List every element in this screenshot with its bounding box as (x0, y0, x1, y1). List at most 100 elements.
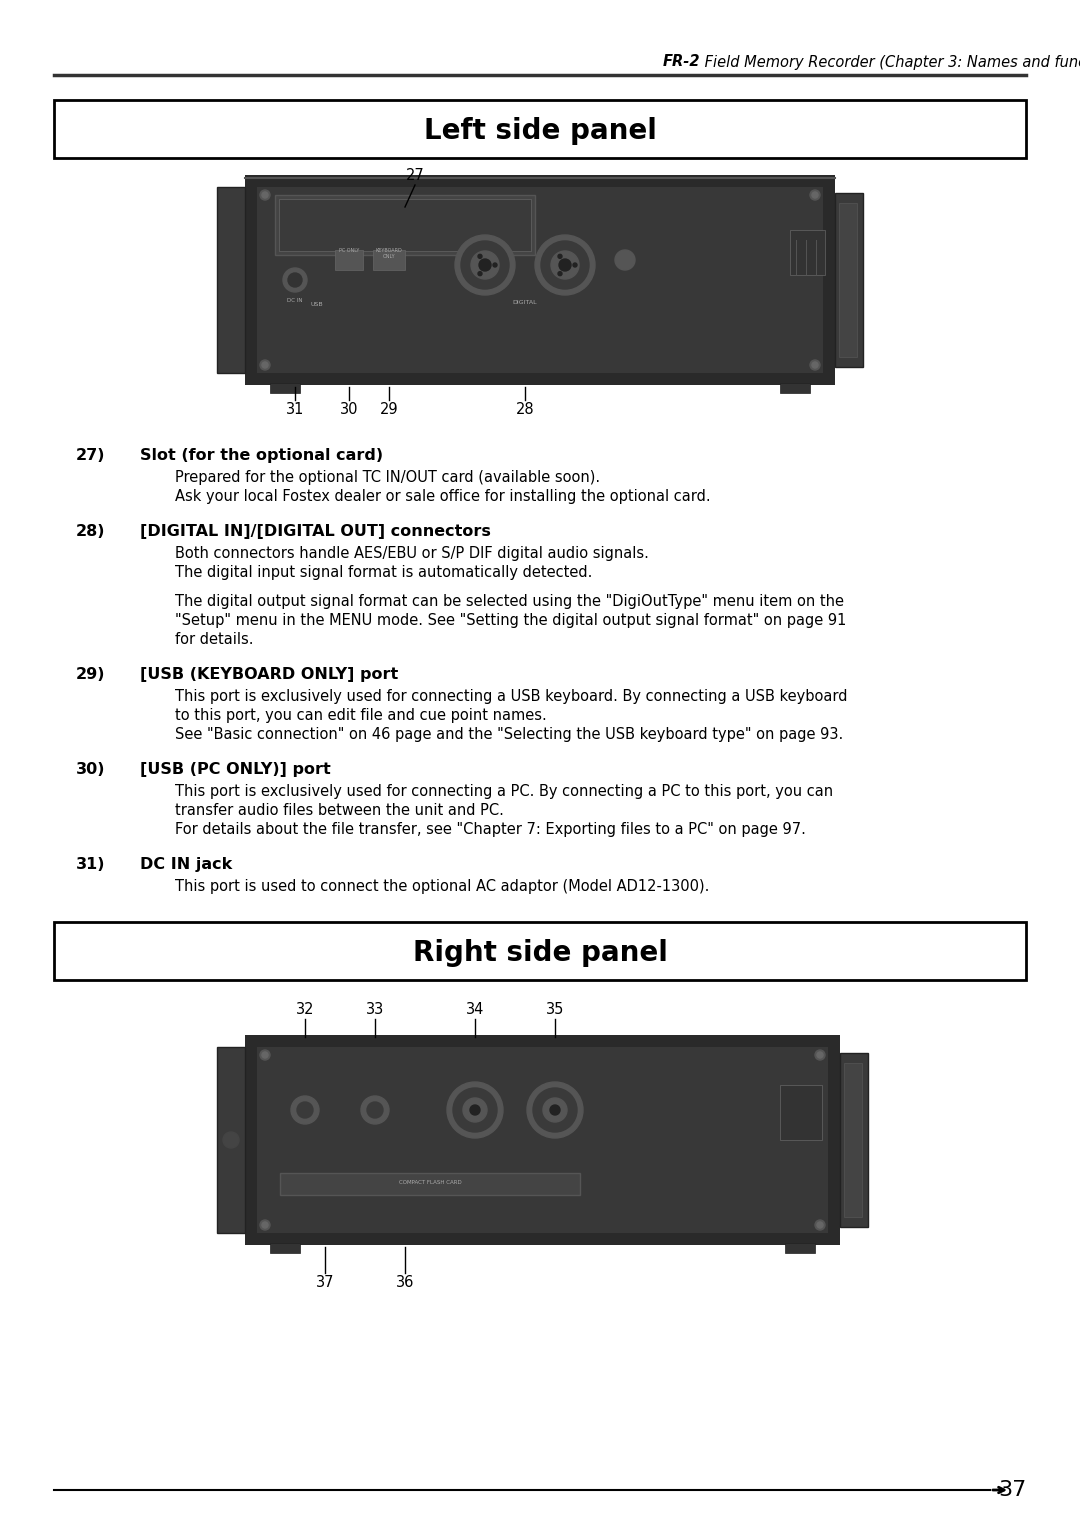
Bar (780, 384, 810, 393)
Circle shape (288, 274, 302, 287)
Circle shape (262, 193, 268, 199)
Bar (275, 196, 535, 255)
Text: "Setup" menu in the MENU mode. See "Setting the digital output signal format" on: "Setup" menu in the MENU mode. See "Sett… (175, 613, 847, 628)
Text: [DIGITAL IN]/[DIGITAL OUT] connectors: [DIGITAL IN]/[DIGITAL OUT] connectors (140, 524, 491, 539)
Circle shape (262, 1051, 268, 1057)
Text: Field Memory Recorder (Chapter 3: Names and functions): Field Memory Recorder (Chapter 3: Names … (700, 55, 1080, 69)
Circle shape (815, 1050, 825, 1060)
Text: See "Basic connection" on 46 page and the "Selecting the USB keyboard type" on p: See "Basic connection" on 46 page and th… (175, 727, 843, 743)
Circle shape (361, 1096, 389, 1125)
Text: The digital input signal format is automatically detected.: The digital input signal format is autom… (175, 565, 592, 581)
Text: [USB (PC ONLY)] port: [USB (PC ONLY)] port (140, 762, 330, 778)
Text: 30): 30) (76, 762, 106, 778)
Bar (257, 1047, 828, 1233)
Circle shape (260, 1219, 270, 1230)
Bar (217, 186, 245, 373)
Bar (835, 193, 863, 367)
Circle shape (297, 1102, 313, 1118)
Bar (54, 99, 1026, 157)
Circle shape (260, 189, 270, 200)
Text: 27: 27 (406, 168, 424, 183)
Circle shape (615, 251, 635, 270)
Text: to this port, you can edit file and cue point names.: to this port, you can edit file and cue … (175, 707, 546, 723)
Text: This port is exclusively used for connecting a PC. By connecting a PC to this po: This port is exclusively used for connec… (175, 784, 833, 799)
Circle shape (283, 267, 307, 292)
Text: 29: 29 (380, 402, 399, 417)
Circle shape (262, 362, 268, 368)
Bar (335, 251, 363, 270)
Circle shape (463, 1099, 487, 1122)
Circle shape (815, 1219, 825, 1230)
Text: 27): 27) (76, 448, 106, 463)
Circle shape (535, 235, 595, 295)
Bar (245, 1034, 840, 1245)
Text: USB: USB (311, 303, 323, 307)
Text: 34: 34 (465, 1002, 484, 1018)
Text: Slot (for the optional card): Slot (for the optional card) (140, 448, 383, 463)
Circle shape (810, 361, 820, 370)
Bar (257, 186, 823, 373)
Bar (373, 251, 405, 270)
Circle shape (470, 1105, 480, 1115)
Circle shape (478, 272, 482, 275)
Circle shape (816, 1051, 823, 1057)
Text: Prepared for the optional TC IN/OUT card (available soon).: Prepared for the optional TC IN/OUT card… (175, 471, 600, 484)
Circle shape (447, 1082, 503, 1138)
Text: KEYBOARD
ONLY: KEYBOARD ONLY (376, 248, 403, 258)
Circle shape (816, 1222, 823, 1229)
Text: PC ONLY: PC ONLY (339, 248, 360, 254)
Bar (785, 1242, 815, 1253)
Bar (780, 1085, 822, 1140)
Text: For details about the file transfer, see "Chapter 7: Exporting files to a PC" on: For details about the file transfer, see… (175, 822, 806, 837)
Text: The digital output signal format can be selected using the "DigiOutType" menu it: The digital output signal format can be … (175, 594, 843, 610)
Circle shape (534, 1088, 577, 1132)
Text: FR-2: FR-2 (662, 55, 700, 69)
Circle shape (551, 251, 579, 280)
Text: DC IN jack: DC IN jack (140, 857, 232, 872)
Text: Right side panel: Right side panel (413, 940, 667, 967)
Circle shape (222, 1132, 239, 1148)
Bar (280, 1174, 580, 1195)
Text: for details.: for details. (175, 633, 254, 646)
Text: 36: 36 (395, 1274, 415, 1290)
Circle shape (291, 1096, 319, 1125)
Text: Both connectors handle AES/EBU or S/P DIF digital audio signals.: Both connectors handle AES/EBU or S/P DI… (175, 545, 649, 561)
Circle shape (492, 263, 497, 267)
Circle shape (480, 260, 491, 270)
Text: 31): 31) (76, 857, 106, 872)
Text: 37: 37 (998, 1481, 1026, 1500)
Text: Left side panel: Left side panel (423, 118, 657, 145)
Text: 29): 29) (76, 668, 106, 681)
Circle shape (543, 1099, 567, 1122)
Circle shape (367, 1102, 383, 1118)
Bar (279, 199, 531, 251)
Text: This port is used to connect the optional AC adaptor (Model AD12-1300).: This port is used to connect the optiona… (175, 879, 710, 894)
Bar (54, 921, 1026, 979)
Bar (840, 1053, 868, 1227)
Text: Ask your local Fostex dealer or sale office for installing the optional card.: Ask your local Fostex dealer or sale off… (175, 489, 711, 504)
Text: 37: 37 (315, 1274, 334, 1290)
Bar (245, 176, 835, 385)
Text: 28: 28 (515, 402, 535, 417)
Text: This port is exclusively used for connecting a USB keyboard. By connecting a USB: This port is exclusively used for connec… (175, 689, 848, 704)
Circle shape (812, 193, 818, 199)
Bar (839, 203, 858, 358)
Circle shape (810, 189, 820, 200)
Bar (217, 1047, 245, 1233)
Bar (270, 1242, 300, 1253)
Circle shape (478, 254, 482, 258)
Text: 30: 30 (340, 402, 359, 417)
Circle shape (541, 241, 589, 289)
Bar (789, 231, 825, 275)
Circle shape (573, 263, 577, 267)
Bar (843, 1063, 862, 1216)
Circle shape (453, 1088, 497, 1132)
Bar (270, 384, 300, 393)
Text: 35: 35 (545, 1002, 564, 1018)
Text: DC IN: DC IN (287, 298, 302, 303)
Circle shape (558, 272, 562, 275)
Circle shape (559, 260, 571, 270)
Text: [USB (KEYBOARD ONLY] port: [USB (KEYBOARD ONLY] port (140, 668, 399, 681)
Circle shape (558, 254, 562, 258)
Circle shape (527, 1082, 583, 1138)
